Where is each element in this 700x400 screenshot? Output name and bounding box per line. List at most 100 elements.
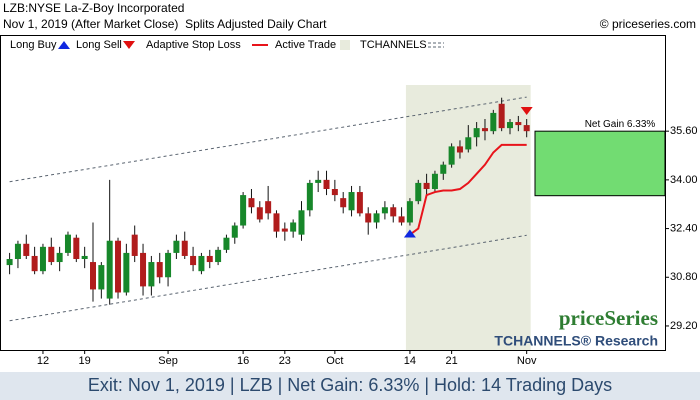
candle-body — [240, 195, 247, 226]
candle-body — [398, 216, 405, 223]
legend-icon — [340, 40, 350, 50]
candle-body — [415, 182, 422, 202]
y-tick-label: 30.80 — [670, 271, 698, 283]
candle-body — [507, 122, 513, 129]
x-tick-label: 21 — [445, 355, 457, 367]
candle-body — [6, 259, 13, 266]
plot-border — [0, 35, 666, 351]
candle-body — [448, 146, 455, 165]
x-tick-label: 12 — [37, 355, 49, 367]
candle-body — [64, 234, 71, 253]
candle-body — [190, 255, 197, 266]
candle-body — [39, 246, 46, 272]
candle-body — [231, 225, 238, 238]
candle-body — [56, 252, 63, 263]
candle-body — [348, 192, 355, 211]
candle-body — [273, 213, 280, 232]
candle-body — [331, 189, 338, 196]
legend-icon — [58, 41, 70, 49]
candle-body — [90, 262, 96, 290]
candle-body — [173, 240, 180, 253]
x-tick-label: 19 — [79, 355, 91, 367]
x-tick-label: 14 — [404, 355, 416, 367]
net-gain-box — [534, 130, 666, 197]
candle-body — [490, 112, 497, 132]
candle-body — [73, 237, 80, 259]
watermark-sub: TCHANNELS® Research — [494, 333, 658, 349]
y-tick-label: 32.40 — [670, 222, 698, 234]
x-tick-label: Nov — [517, 355, 537, 367]
candle-body — [81, 255, 88, 259]
y-tick-label: 29.20 — [670, 320, 698, 332]
candle-body — [381, 207, 388, 214]
candle-body — [515, 122, 522, 126]
candle-body — [206, 255, 213, 263]
candle-body — [248, 198, 255, 208]
x-tick-label: Oct — [326, 355, 343, 367]
plot-area: Net Gain 6.33% — [6, 85, 669, 354]
candle-body — [223, 237, 230, 250]
legend-label: Long Sell — [76, 39, 122, 51]
candle-body — [390, 207, 397, 217]
candle-body — [123, 252, 130, 293]
legend-label: Active Trade — [275, 39, 336, 51]
candle-body — [265, 201, 272, 214]
candle-body — [181, 240, 188, 256]
candle-body — [456, 146, 463, 153]
long-buy-marker — [403, 229, 416, 238]
candle-body — [306, 182, 313, 211]
chart-title: LZB:NYSE La-Z-Boy Incorporated — [3, 1, 184, 15]
x-tick-label: 23 — [279, 355, 291, 367]
candle-body — [14, 243, 21, 259]
candle-body — [256, 207, 263, 220]
candle-body — [323, 179, 330, 189]
candle-body — [340, 198, 347, 208]
candle-body — [290, 222, 297, 232]
candle-body — [198, 255, 205, 272]
candle-body — [131, 234, 138, 256]
candle-body — [106, 240, 113, 299]
candle-body — [140, 252, 147, 287]
footer-band — [0, 372, 700, 400]
candle-body — [431, 173, 438, 189]
stop-loss-line — [409, 143, 527, 236]
chart-subtitle: Nov 1, 2019 (After Market Close) Splits … — [3, 17, 327, 31]
candle-body — [115, 240, 122, 293]
watermark: priceSeries — [559, 306, 658, 330]
candle-body — [423, 182, 430, 189]
candle-body — [473, 128, 480, 138]
candle-body — [440, 164, 447, 174]
legend-label: Adaptive Stop Loss — [146, 39, 241, 51]
candle-body — [148, 262, 155, 287]
long-sell-marker — [520, 107, 533, 115]
candle-body — [465, 137, 472, 150]
candle-body — [365, 213, 372, 223]
legend-label: Long Buy — [10, 39, 57, 51]
legend-icon — [123, 41, 135, 49]
candle-body — [498, 103, 505, 129]
candle-body — [98, 265, 105, 290]
candle-body — [23, 243, 30, 256]
candle-body — [373, 213, 380, 223]
candle-body — [356, 192, 363, 214]
x-tick-label: 16 — [237, 355, 249, 367]
candle-body — [481, 128, 488, 132]
legend-box — [3, 37, 448, 53]
candle-body — [406, 201, 413, 223]
net-gain-label: Net Gain 6.33% — [585, 119, 656, 130]
candle-body — [48, 246, 55, 263]
copyright: © priceseries.com — [600, 17, 696, 31]
candle-body — [281, 228, 288, 232]
legend-label: TCHANNELS — [360, 39, 427, 51]
candle-body — [315, 179, 322, 183]
footer: Exit: Nov 1, 2019 | LZB | Net Gain: 6.33… — [88, 375, 612, 395]
legend: Long Buy Long Sell Adaptive Stop Loss Ac… — [3, 37, 448, 53]
candle-body — [156, 262, 163, 278]
x-tick-label: Sep — [158, 355, 178, 367]
candle-body — [298, 210, 305, 235]
candle-body — [215, 249, 222, 263]
candle-body — [523, 125, 530, 132]
y-tick-label: 35.60 — [670, 125, 698, 137]
y-tick-label: 34.00 — [670, 174, 698, 186]
